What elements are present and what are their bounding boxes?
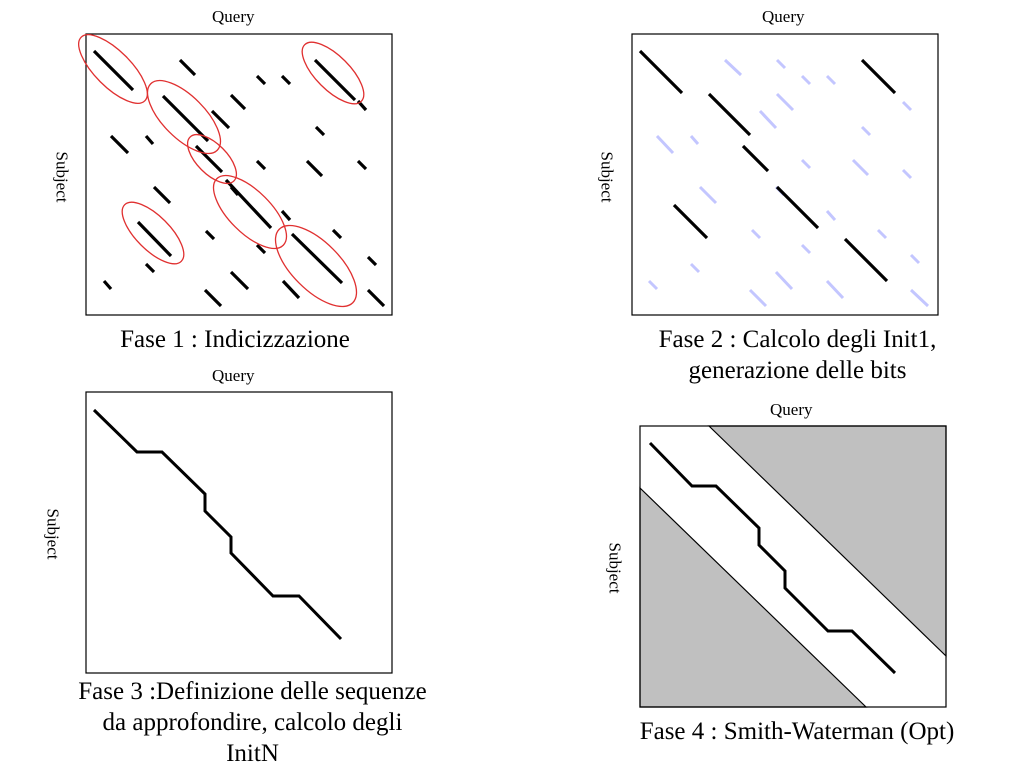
panel3-caption-line-3: InitN — [226, 740, 279, 767]
panel2-match-segments — [638, 49, 897, 283]
panel2-query-label: Query — [762, 7, 805, 26]
panel4-matrix-frame — [639, 425, 947, 708]
panel3-matrix-frame — [85, 391, 393, 674]
panel2-caption-line-2: generazione delle bits — [688, 357, 907, 384]
panel3-caption-line-1: Fase 3 :Definizione delle sequenze — [78, 678, 427, 705]
panel2-caption-line-1: Fase 2 : Calcolo degli Init1, — [658, 326, 937, 353]
panel3-alignment-path — [92, 408, 343, 641]
panel2-caption: Fase 2 : Calcolo degli Init1, generazion… — [625, 324, 970, 386]
panel4-caption: Fase 4 : Smith-Waterman (Opt) — [612, 716, 982, 747]
panel1-query-label: Query — [212, 7, 255, 26]
panel2-matrix-frame — [631, 33, 939, 316]
panel3-caption: Fase 3 :Definizione delle sequenze da ap… — [40, 676, 465, 769]
panel4-caption-line: Fase 4 : Smith-Waterman (Opt) — [639, 718, 955, 745]
panel1-matrix-frame — [85, 33, 393, 316]
panel2-faint-segments — [647, 58, 930, 308]
panel1-highlight-ellipses — [78, 34, 365, 308]
panel3-query-label: Query — [212, 366, 255, 385]
panel1-match-segments — [92, 49, 386, 308]
panel4-query-label: Query — [770, 400, 813, 419]
panel1-caption: Fase 1 : Indicizzazione — [100, 324, 370, 355]
panel1-caption-line: Fase 1 : Indicizzazione — [120, 326, 350, 353]
panel3-caption-line-2: da approfondire, calcolo degli — [102, 709, 403, 736]
panel4-alignment-path — [648, 441, 897, 675]
